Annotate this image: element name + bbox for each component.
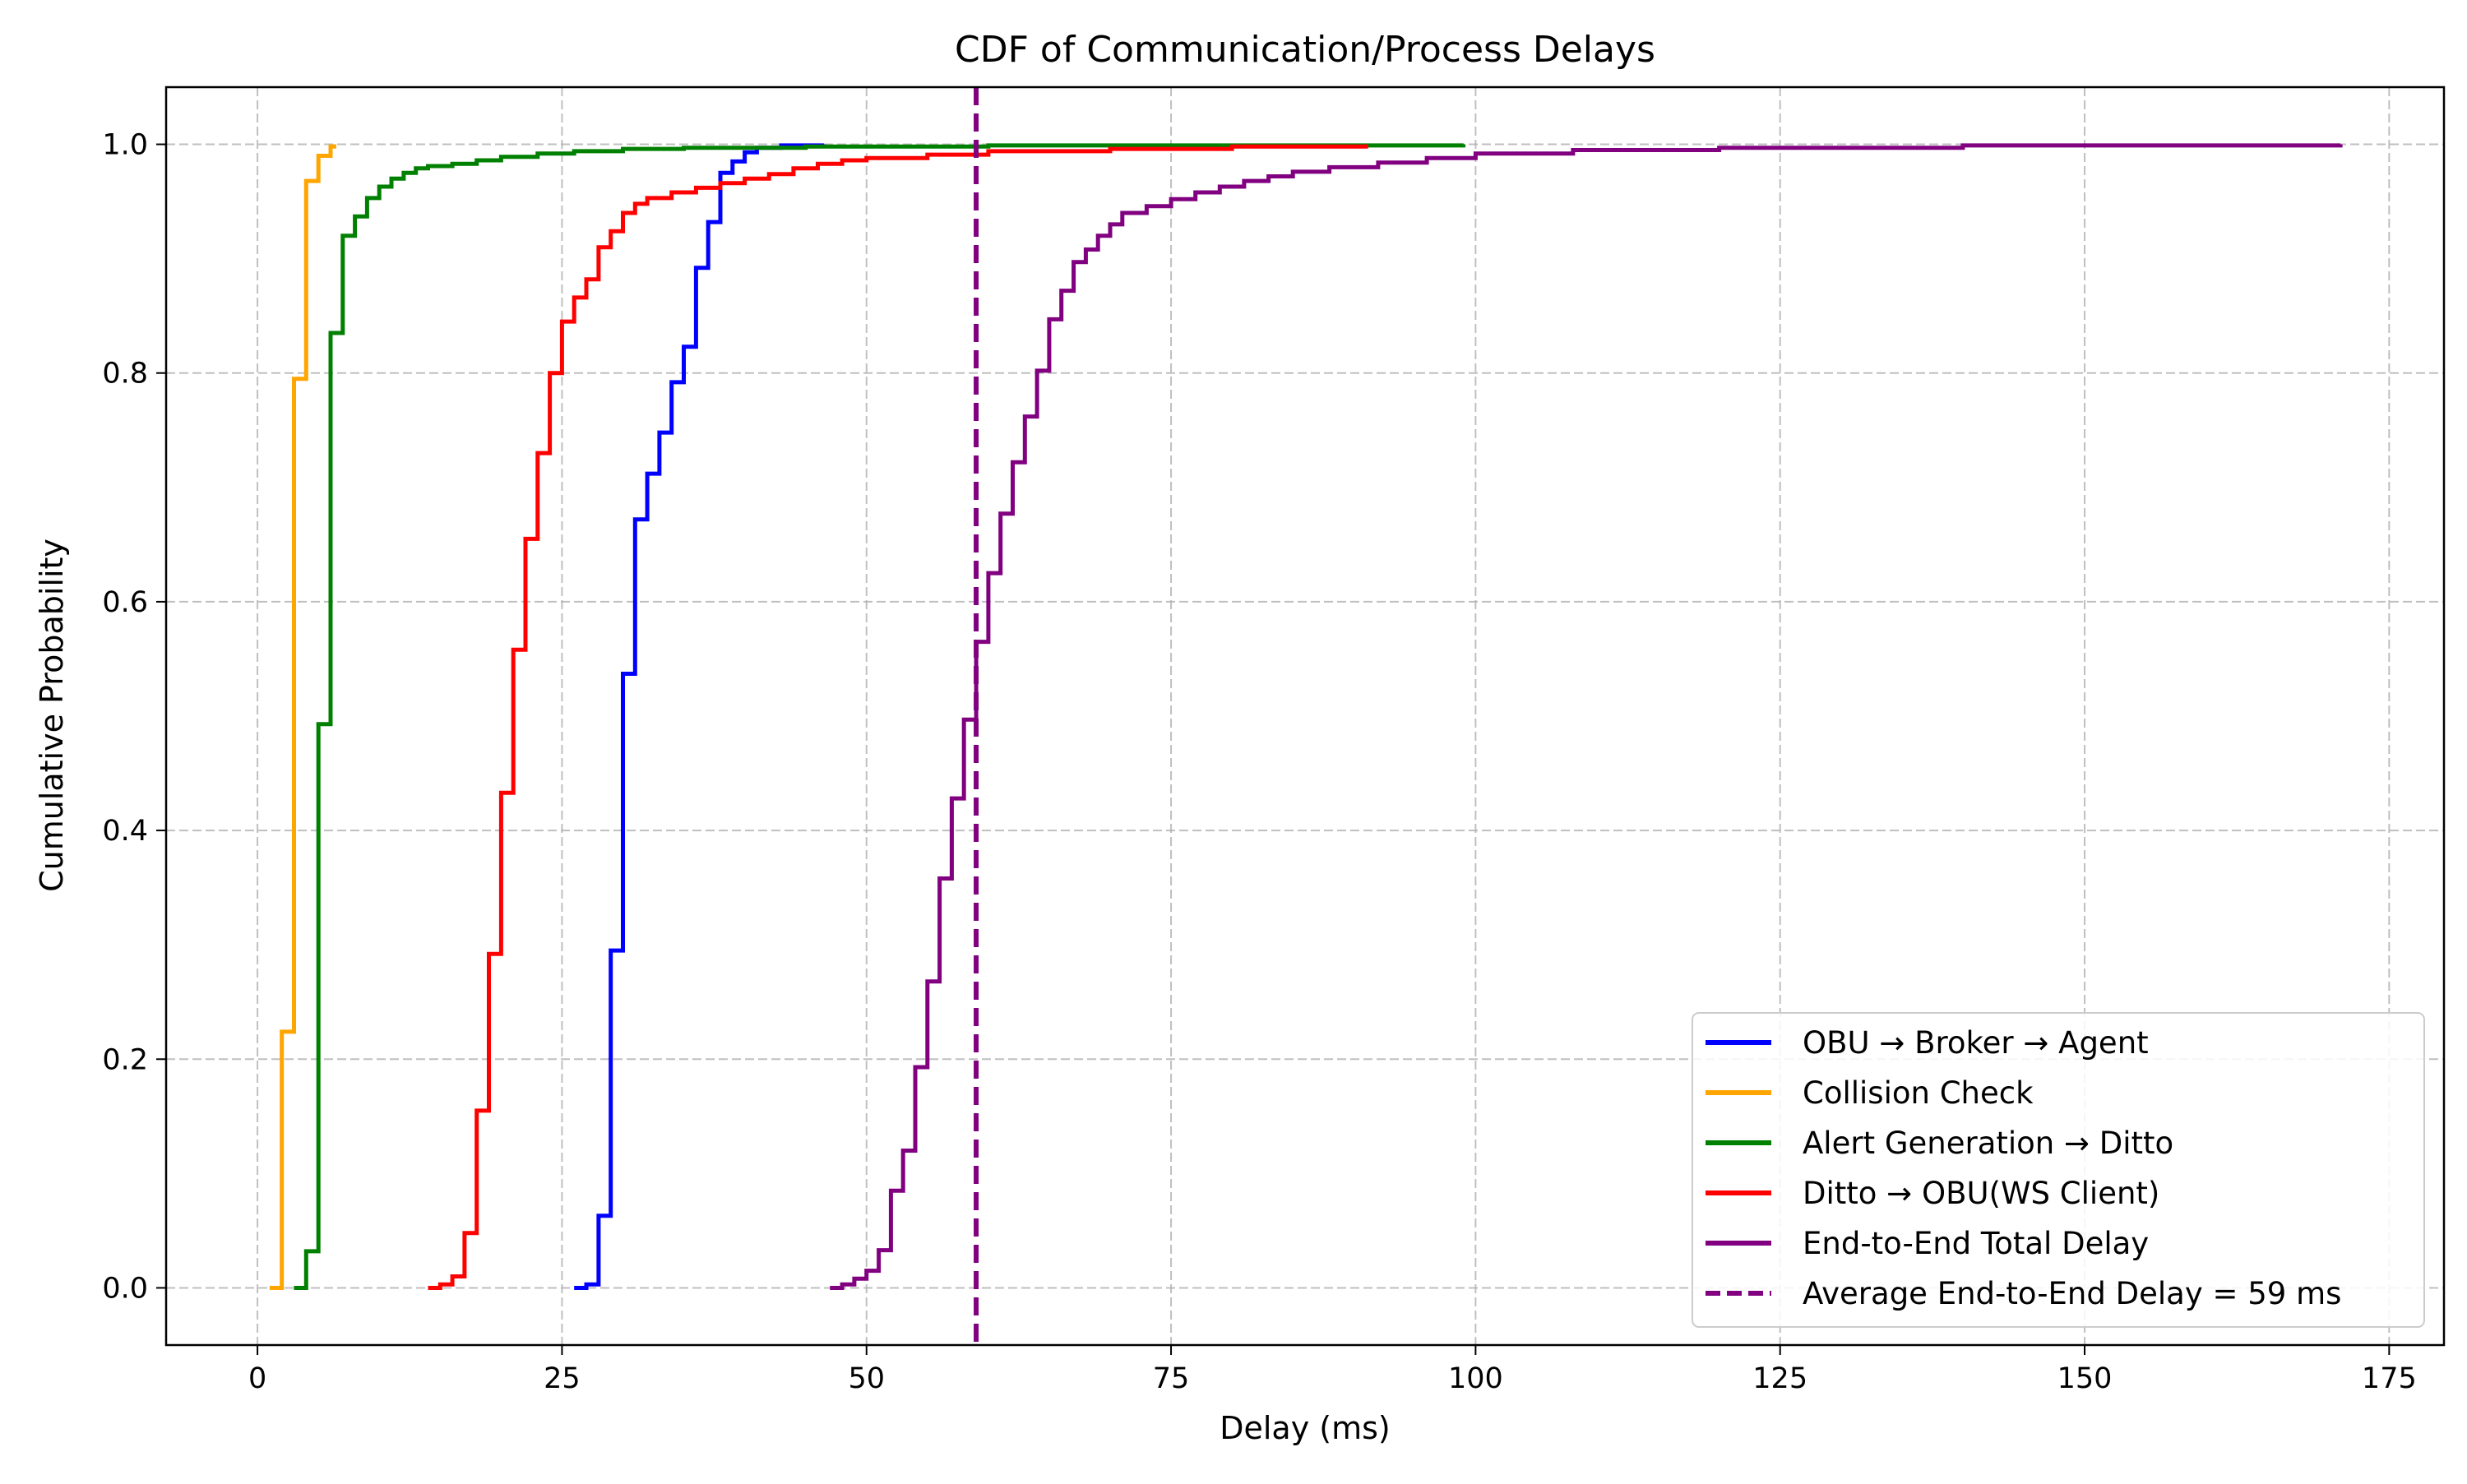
- axes: 0 25 50 75 100 125 150 175 0.0 0.2 0.4 0.6 0.8 1.0: [102, 86, 2446, 1395]
- y-tick-label: 0.4: [102, 815, 148, 848]
- legend-box: [1692, 1012, 2425, 1328]
- y-tick-label: 0.2: [102, 1043, 148, 1076]
- x-tick-label: 150: [2057, 1362, 2113, 1395]
- y-tick-label: 1.0: [102, 129, 148, 162]
- legend-label: Collision Check: [1803, 1075, 2034, 1111]
- y-tick-label: 0.0: [102, 1272, 148, 1305]
- y-tick-label: 0.6: [102, 586, 148, 619]
- series-line-0: [574, 143, 826, 1290]
- legend-label: OBU → Broker → Agent: [1803, 1025, 2149, 1061]
- series-line-1: [269, 144, 336, 1290]
- x-tick-label: 100: [1448, 1362, 1503, 1395]
- legend-label: Ditto → OBU(WS Client): [1803, 1176, 2159, 1211]
- legend: OBU → Broker → Agent Collision Check Alert…: [1692, 1012, 2425, 1328]
- legend-label: End-to-End Total Delay: [1803, 1226, 2149, 1261]
- legend-label: Alert Generation → Ditto: [1803, 1126, 2173, 1161]
- plot-frame: [164, 86, 2446, 1347]
- x-tick-label: 125: [1752, 1362, 1807, 1395]
- legend-label: Average End-to-End Delay = 59 ms: [1803, 1276, 2341, 1311]
- x-tick-label: 75: [1153, 1362, 1190, 1395]
- series-layer: [269, 87, 2343, 1345]
- y-tick-label: 0.8: [102, 358, 148, 391]
- x-axis-label: Delay (ms): [1220, 1410, 1391, 1446]
- series-line-3: [428, 144, 1368, 1290]
- x-tick-label: 0: [248, 1362, 266, 1395]
- y-axis-label: Cumulative Probability: [34, 539, 70, 892]
- series-line-2: [294, 143, 1466, 1290]
- chart-title: CDF of Communication/Process Delays: [955, 29, 1655, 71]
- x-tick-label: 50: [848, 1362, 885, 1395]
- series-line-4: [830, 143, 2343, 1290]
- x-tick-label: 25: [544, 1362, 581, 1395]
- x-tick-label: 175: [2362, 1362, 2417, 1395]
